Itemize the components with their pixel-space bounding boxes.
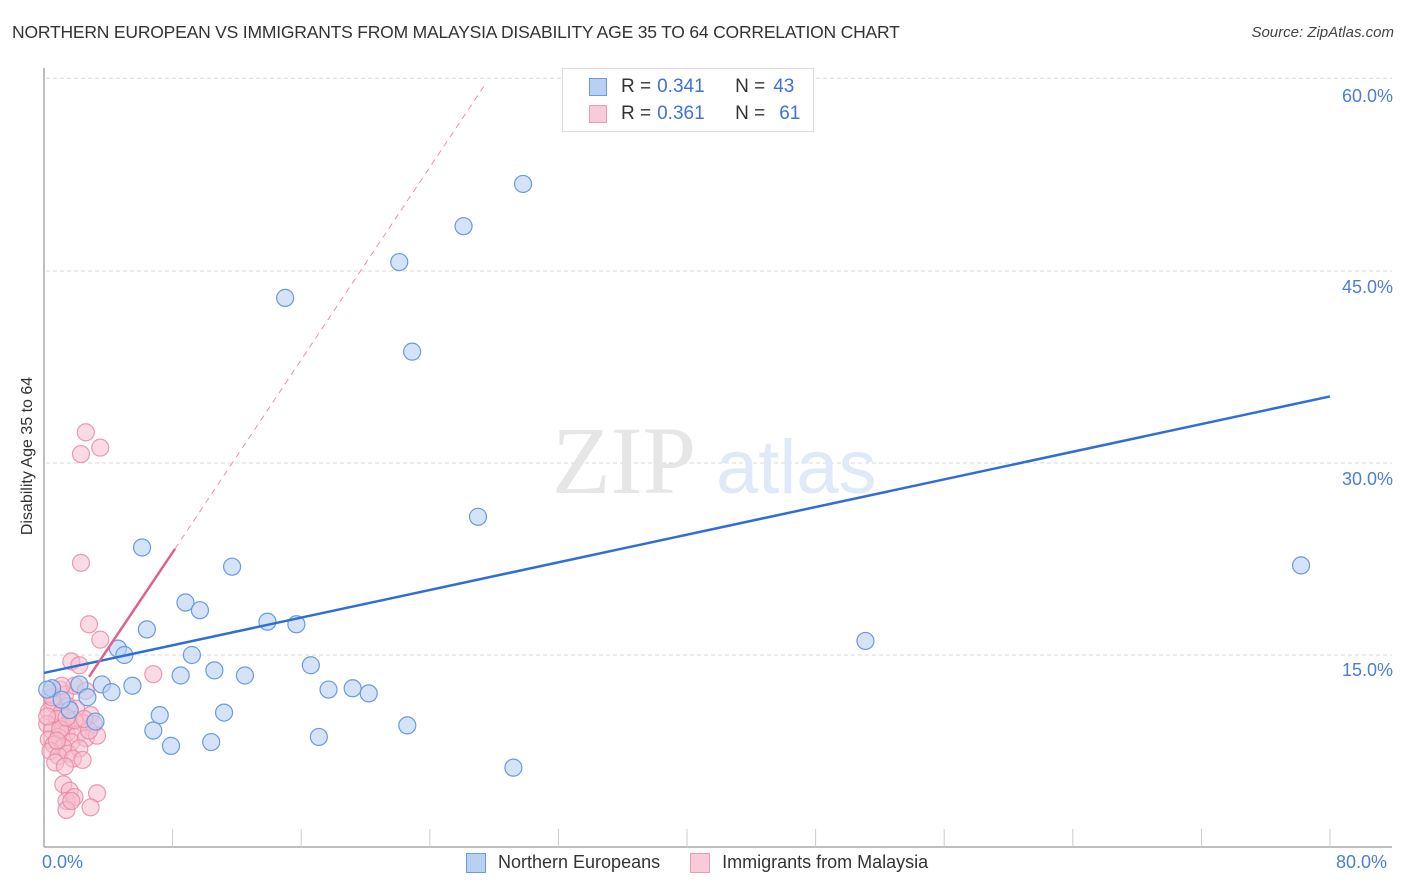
- r-value: 0.361: [657, 103, 705, 124]
- watermark: ZIP atlas: [552, 407, 877, 514]
- legend-label: Northern Europeans: [498, 852, 661, 872]
- y-tick-45: 45.0%: [1341, 277, 1393, 297]
- stats-legend: R = 0.341 N = 43 R = 0.361 N = 61: [562, 68, 814, 132]
- svg-text:atlas: atlas: [716, 425, 877, 510]
- y-tick-15: 15.0%: [1341, 660, 1393, 680]
- y-tick-30: 30.0%: [1341, 469, 1393, 489]
- source-label: Source: ZipAtlas.com: [1251, 24, 1394, 41]
- n-label: N =: [735, 103, 766, 124]
- n-value: 61: [779, 103, 801, 124]
- n-label: N =: [735, 76, 766, 97]
- r-label: R =: [621, 76, 652, 97]
- pink-swatch-icon: [690, 852, 711, 873]
- y-tick-60: 60.0%: [1341, 86, 1393, 106]
- chart-title: NORTHERN EUROPEAN VS IMMIGRANTS FROM MAL…: [12, 22, 900, 42]
- blue-swatch-icon: [466, 852, 486, 873]
- series-legend: Northern Europeans Immigrants from Malay…: [466, 852, 958, 873]
- x-tick-80: 80.0%: [1336, 852, 1388, 872]
- legend-item-malaysia[interactable]: Immigrants from Malaysia: [690, 852, 928, 873]
- r-label: R =: [621, 103, 652, 124]
- trendlines: [43, 85, 1331, 678]
- legend-row-malaysia: R = 0.361 N = 61: [589, 102, 800, 126]
- legend-label: Immigrants from Malaysia: [722, 852, 929, 872]
- x-tick-0: 0.0%: [42, 852, 84, 872]
- svg-text:ZIP: ZIP: [552, 407, 696, 514]
- legend-row-northern-europeans: R = 0.341 N = 43: [589, 75, 794, 99]
- blue-swatch-icon: [589, 78, 607, 96]
- n-value: 43: [773, 76, 795, 97]
- y-axis-label: Disability Age 35 to 64: [19, 376, 36, 536]
- r-value: 0.341: [657, 76, 705, 97]
- northern-european-points: [38, 174, 1311, 777]
- pink-swatch-icon: [589, 105, 607, 123]
- legend-item-northern-europeans[interactable]: Northern Europeans: [466, 852, 660, 873]
- gridlines: [46, 77, 1392, 656]
